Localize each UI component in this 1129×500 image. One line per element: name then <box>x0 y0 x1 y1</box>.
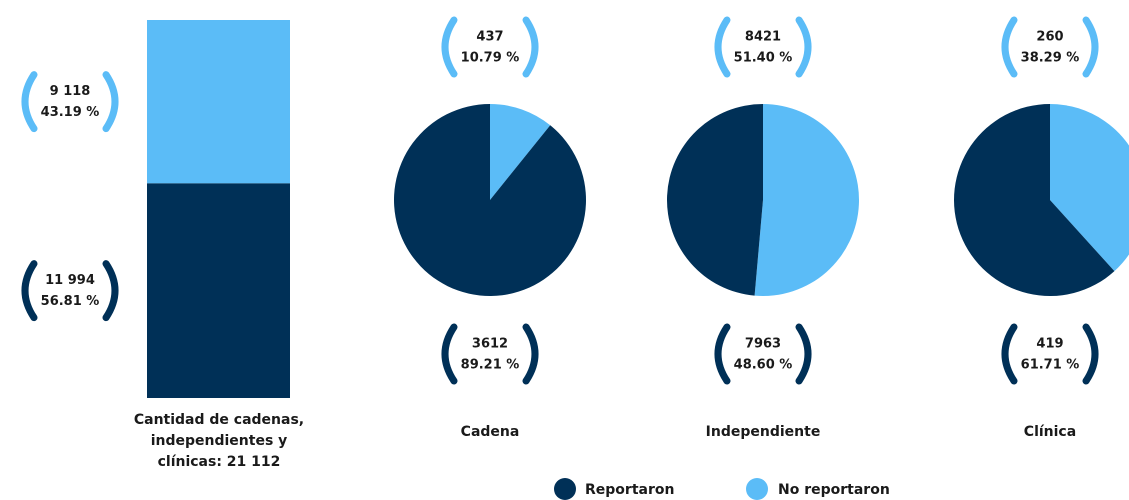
bar-segment <box>147 20 290 184</box>
value-label: 419 <box>1036 337 1063 352</box>
value-label: 8421 <box>745 30 781 45</box>
bracket <box>795 16 812 78</box>
share-label: 89.21 % <box>461 358 520 373</box>
pie-title: Clínica <box>1024 424 1076 440</box>
value-label: 3612 <box>472 337 508 352</box>
share-label: 56.81 % <box>41 294 100 309</box>
bracket <box>21 71 38 133</box>
bracket <box>795 323 812 385</box>
bracket <box>1082 323 1099 385</box>
pie-slice <box>490 104 551 200</box>
pie-slice <box>667 104 763 296</box>
bracket <box>441 323 458 385</box>
pie-slice <box>394 104 587 297</box>
share-label: 48.60 % <box>734 358 793 373</box>
bracket <box>102 71 119 133</box>
share-label: 51.40 % <box>734 51 793 66</box>
pie-slice <box>754 104 859 296</box>
bracket <box>522 16 539 78</box>
share-label: 38.29 % <box>1021 51 1080 66</box>
share-label: 10.79 % <box>461 51 520 66</box>
bracket <box>21 260 38 322</box>
bracket <box>1001 16 1018 78</box>
value-label: 9 118 <box>50 84 91 99</box>
bracket <box>441 16 458 78</box>
legend-marker <box>554 478 576 500</box>
bar-category-label: Cantidad de cadenas, independientes y cl… <box>133 412 305 470</box>
value-label: 437 <box>476 30 503 45</box>
pie-title: Independiente <box>706 424 821 440</box>
bracket <box>714 323 731 385</box>
legend-marker <box>746 478 768 500</box>
share-label: 43.19 % <box>41 105 100 120</box>
bracket <box>102 260 119 322</box>
legend-label: Reportaron <box>585 482 674 498</box>
bar-segment <box>147 183 290 398</box>
legend-label: No reportaron <box>778 482 890 498</box>
value-label: 11 994 <box>45 273 95 288</box>
bracket <box>714 16 731 78</box>
value-label: 260 <box>1036 30 1063 45</box>
bracket <box>1082 16 1099 78</box>
bracket <box>522 323 539 385</box>
share-label: 61.71 % <box>1021 358 1080 373</box>
pie-title: Cadena <box>461 424 520 440</box>
pie-slice <box>954 104 1115 296</box>
value-label: 7963 <box>745 337 781 352</box>
bracket <box>1001 323 1018 385</box>
pie-slice <box>1050 104 1129 272</box>
